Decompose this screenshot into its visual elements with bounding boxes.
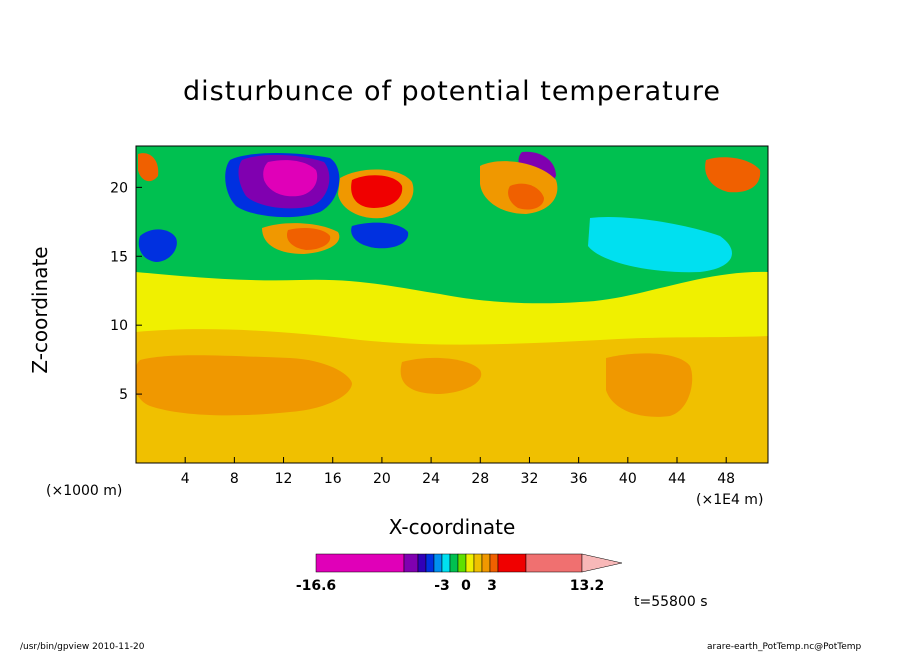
chart-title: disturbunce of potential temperature [183, 76, 721, 107]
time-label: t=55800 s [634, 594, 708, 610]
colorbar-swatch [403, 553, 419, 573]
colorbar-swatch [497, 553, 527, 573]
footer-right: arare-earth_PotTemp.nc@PotTemp [707, 642, 862, 652]
colorbar-swatch [417, 553, 427, 573]
colorbar-swatch [441, 553, 451, 573]
colorbar-swatch [465, 553, 475, 573]
x-tick-label: 44 [668, 471, 686, 487]
plot-frame [135, 145, 769, 464]
x-ticks: 4 8 12 16 20 24 28 32 36 40 44 48 [181, 457, 735, 487]
colorbar-extension-arrow [581, 553, 623, 573]
y-axis-label: Z-coordinate [28, 246, 52, 374]
colorbar-label: 0 [461, 578, 471, 594]
contour-field [136, 146, 768, 463]
colorbar-swatch [489, 553, 499, 573]
colorbar [315, 553, 623, 573]
contour-band-inner-orange-3 [606, 353, 693, 417]
x-tick-label: 20 [373, 471, 391, 487]
x-tick-label: 16 [324, 471, 342, 487]
colorbar-swatch [457, 553, 467, 573]
warm-patch-far-right [705, 157, 761, 193]
contour-band-inner-orange [136, 355, 352, 416]
x-axis-unit-right: (×1E4 m) [696, 492, 764, 508]
x-tick-label: 8 [230, 471, 239, 487]
contour-band-inner-orange-2 [400, 357, 482, 394]
x-tick-label: 28 [471, 471, 489, 487]
colorbar-swatch [425, 553, 435, 573]
x-tick-label: 32 [521, 471, 539, 487]
y-tick-label: 5 [119, 387, 128, 403]
colorbar-label: 3 [487, 578, 497, 594]
x-tick-label: 48 [717, 471, 735, 487]
x-tick-label: 12 [275, 471, 293, 487]
cold-patch-mid [351, 222, 409, 249]
colorbar-swatch [481, 553, 491, 573]
cold-patch-right [588, 216, 732, 273]
y-tick-label: 10 [110, 318, 128, 334]
x-tick-label: 24 [422, 471, 440, 487]
footer-left: /usr/bin/gpview 2010-11-20 [20, 642, 145, 652]
y-tick-label: 20 [110, 180, 128, 196]
colorbar-label: -3 [434, 578, 450, 594]
warm-core-upper-right [508, 183, 544, 210]
cold-patch-left-lower [138, 229, 177, 262]
x-tick-label: 40 [619, 471, 637, 487]
x-axis-label: X-coordinate [388, 515, 516, 539]
colorbar-swatch [525, 553, 583, 573]
x-tick-label: 36 [570, 471, 588, 487]
warm-patch-left-top [138, 153, 159, 182]
cold-core-magenta [263, 160, 318, 197]
colorbar-swatch [473, 553, 483, 573]
colorbar-swatch [315, 553, 405, 573]
warm-core-center [351, 175, 403, 208]
colorbar-swatch [449, 553, 459, 573]
y-tick-label: 15 [110, 249, 128, 265]
x-axis-unit-left: (×1000 m) [46, 483, 123, 499]
y-ticks: 5 10 15 20 [110, 180, 142, 403]
x-tick-label: 4 [181, 471, 190, 487]
colorbar-label: 13.2 [569, 578, 605, 594]
colorbar-swatch [433, 553, 443, 573]
colorbar-label: -16.6 [295, 578, 337, 594]
warm-core-lower [286, 228, 331, 250]
